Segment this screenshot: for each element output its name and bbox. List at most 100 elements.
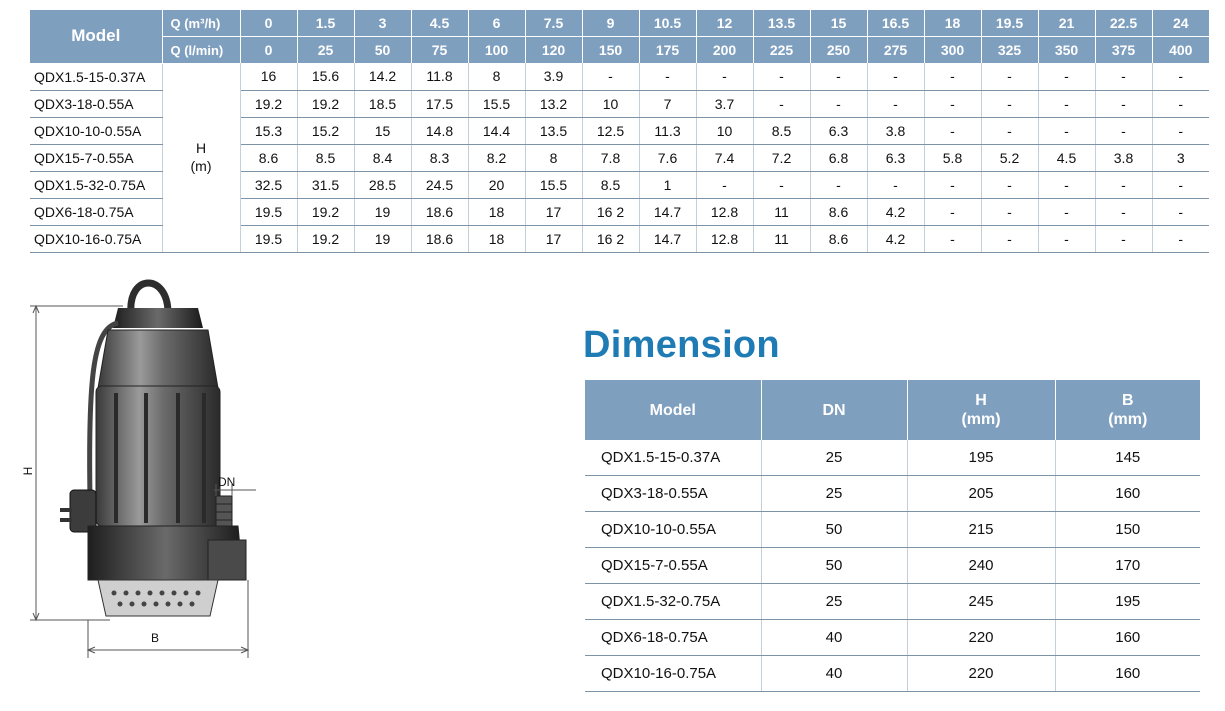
dimension-table: Model DN H (mm) B (mm) QDX1.5-15-0.37A 25 195 14… (585, 380, 1200, 692)
head-value-cell: 24.5 (410, 171, 468, 199)
head-value-cell: 14.2 (353, 63, 411, 91)
flow-m3h-value: 10.5 (638, 10, 696, 37)
head-value-cell: 8.4 (353, 144, 411, 172)
head-value-cell: 5.8 (923, 144, 981, 172)
dimension-model-cell: QDX10-10-0.55A (585, 511, 761, 548)
flow-m3h-value: 7.5 (524, 10, 582, 37)
head-value-cell: 8.2 (467, 144, 525, 172)
head-value-cell: - (866, 63, 924, 91)
head-value-cell: 18.6 (410, 225, 468, 253)
head-value-cell: 3.7 (695, 90, 753, 118)
flow-lmin-label: Q (l/min) (161, 36, 240, 63)
head-value-cell: - (923, 225, 981, 253)
dimension-model-cell: QDX15-7-0.55A (585, 547, 761, 584)
dimension-h-cell: 240 (906, 547, 1055, 584)
header-main: B (1121, 392, 1134, 409)
head-value-cell: - (1094, 117, 1152, 145)
head-value-cell: 17 (524, 198, 582, 226)
flow-m3h-value: 1.5 (296, 10, 354, 37)
flow-lmin-value: 275 (866, 36, 924, 63)
head-value-cell: 16 (239, 63, 297, 91)
head-value-cell: 28.5 (353, 171, 411, 199)
table-row: QDX1.5-15-0.37A 25 195 145 (585, 440, 1200, 476)
head-value-cell: 5.2 (980, 144, 1038, 172)
head-value-cell: 15.2 (296, 117, 354, 145)
head-label: H (195, 140, 207, 157)
dimension-dn-cell: 40 (760, 655, 907, 692)
height-dimension-line (30, 304, 123, 622)
head-value-cell: 19.2 (296, 225, 354, 253)
head-value-cell: - (1151, 171, 1209, 199)
head-value-cell: - (1151, 117, 1209, 145)
head-value-cell: 1 (638, 171, 696, 199)
head-value-cell: 19.5 (239, 198, 297, 226)
head-unit: (m) (190, 158, 212, 175)
head-value-cell: - (980, 117, 1038, 145)
head-value-cell: 15.5 (467, 90, 525, 118)
head-value-cell: 13.5 (524, 117, 582, 145)
head-value-cell: 19.5 (239, 225, 297, 253)
head-value-cell: 31.5 (296, 171, 354, 199)
head-value-cell: 8.5 (296, 144, 354, 172)
flow-m3h-value: 21 (1037, 10, 1095, 37)
flow-m3h-value: 18 (923, 10, 981, 37)
head-value-cell: 4.2 (866, 225, 924, 253)
model-cell: QDX6-18-0.75A (30, 198, 163, 226)
head-value-cell: - (980, 198, 1038, 226)
head-value-cell: 3.9 (524, 63, 582, 91)
head-value-cell: - (1151, 63, 1209, 91)
dimension-b-cell: 160 (1054, 475, 1200, 512)
dimension-dn-cell: 25 (760, 440, 907, 476)
dimension-dn-cell: 50 (760, 511, 907, 548)
dimension-h-cell: 220 (906, 619, 1055, 656)
head-value-cell: 8.6 (809, 198, 867, 226)
head-value-cell: - (1094, 225, 1152, 253)
model-cell: QDX1.5-32-0.75A (30, 171, 163, 199)
dimension-table-body: QDX1.5-15-0.37A 25 195 145 QDX3-18-0.55A 25 20… (585, 440, 1200, 692)
flow-lmin-value: 175 (638, 36, 696, 63)
dimension-h-cell: 205 (906, 475, 1055, 512)
dimension-h-cell: 220 (906, 655, 1055, 692)
pump-handle (127, 279, 172, 314)
flow-lmin-value: 25 (296, 36, 354, 63)
head-value-cell: 15.5 (524, 171, 582, 199)
head-value-cell: 19 (353, 198, 411, 226)
table-row: QDX15-7-0.55A 50 240 170 (585, 547, 1200, 584)
power-plug-icon (60, 489, 97, 533)
head-value-cell: 20 (467, 171, 525, 199)
performance-table: Model Q (m³/h) 0 1.5 3 4.5 6 7.5 9 10.5 12 13.5 15… (30, 10, 1209, 253)
head-value-cell: 18.6 (410, 198, 468, 226)
dimension-model-cell: QDX1.5-32-0.75A (585, 583, 761, 620)
head-value-cell: 16 2 (581, 225, 639, 253)
head-value-cell: 6.3 (809, 117, 867, 145)
head-value-cell: - (1037, 63, 1095, 91)
dimension-h-cell: 215 (906, 511, 1055, 548)
table-row: QDX1.5-32-0.75A 25 245 195 (585, 583, 1200, 620)
dn-label: DN (218, 475, 235, 489)
head-value-cell: 6.3 (866, 144, 924, 172)
head-value-cell: 8.3 (410, 144, 468, 172)
head-value-cell: - (1037, 198, 1095, 226)
head-value-cell: - (866, 90, 924, 118)
head-value-cell: 12.5 (581, 117, 639, 145)
head-value-cell: - (1037, 225, 1095, 253)
head-value-cell: 32.5 (239, 171, 297, 199)
head-value-cell: - (1094, 90, 1152, 118)
head-value-cell: 11 (752, 225, 810, 253)
head-value-cell: 19.2 (296, 198, 354, 226)
head-value-cell: 8.6 (239, 144, 297, 172)
dimension-b-cell: 145 (1054, 440, 1200, 476)
head-value-cell: 19.2 (239, 90, 297, 118)
head-value-cell: 19.2 (296, 90, 354, 118)
table-row: QDX15-7-0.55A 8.6 8.5 8.4 8.3 8.2 8 7.8 7.6 7.4 7.… (30, 144, 1209, 172)
head-value-cell: 14.7 (638, 225, 696, 253)
head-value-cell: - (1037, 117, 1095, 145)
pump-strainer-base (97, 579, 219, 617)
head-value-cell: 7.4 (695, 144, 753, 172)
head-value-cell: 8.5 (581, 171, 639, 199)
head-value-cell: 11.3 (638, 117, 696, 145)
flow-lmin-value: 50 (353, 36, 411, 63)
table-row: QDX10-16-0.75A 40 220 160 (585, 655, 1200, 692)
head-value-cell: 8 (467, 63, 525, 91)
model-cell: QDX10-10-0.55A (30, 117, 163, 145)
